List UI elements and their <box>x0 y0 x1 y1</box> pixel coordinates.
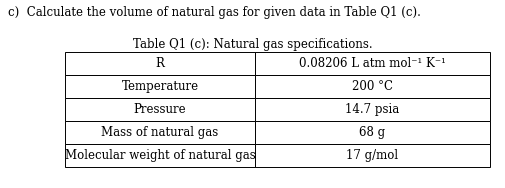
Text: Molecular weight of natural gas: Molecular weight of natural gas <box>65 149 255 162</box>
Text: 200 °C: 200 °C <box>351 80 392 93</box>
Text: Temperature: Temperature <box>121 80 198 93</box>
Text: 68 g: 68 g <box>359 126 385 139</box>
Text: 14.7 psia: 14.7 psia <box>345 103 399 116</box>
Text: R: R <box>155 57 164 70</box>
Text: Table Q1 (c): Natural gas specifications.: Table Q1 (c): Natural gas specifications… <box>133 38 372 51</box>
Text: c)  Calculate the volume of natural gas for given data in Table Q1 (c).: c) Calculate the volume of natural gas f… <box>8 6 420 19</box>
Text: 0.08206 L atm mol⁻¹ K⁻¹: 0.08206 L atm mol⁻¹ K⁻¹ <box>298 57 445 70</box>
Text: Mass of natural gas: Mass of natural gas <box>101 126 218 139</box>
Text: Pressure: Pressure <box>133 103 186 116</box>
Text: 17 g/mol: 17 g/mol <box>346 149 398 162</box>
